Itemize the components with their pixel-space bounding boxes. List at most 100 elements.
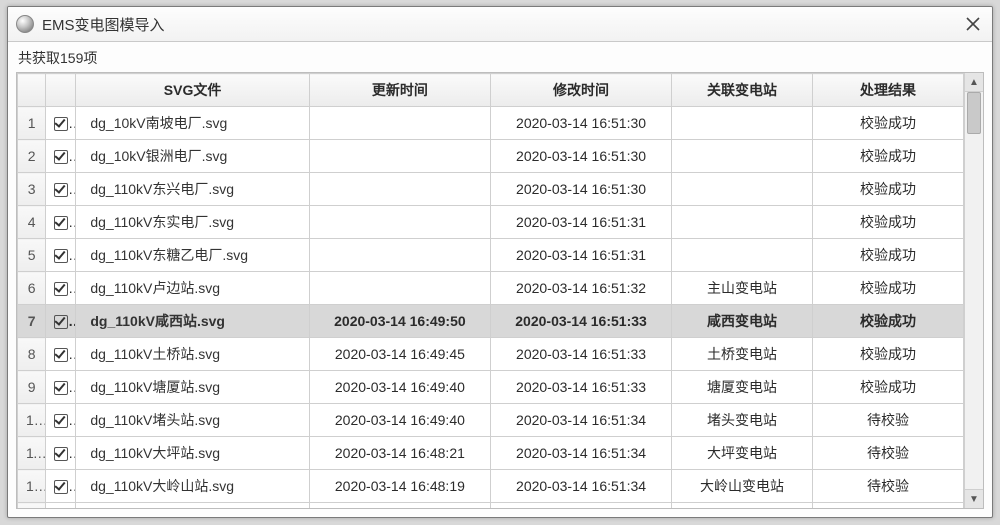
row-checkbox[interactable] [54,249,68,263]
table-row[interactable]: 6dg_110kV卢边站.svg2020-03-14 16:51:32主山变电站… [18,272,964,305]
table-row[interactable]: 4dg_110kV东实电厂.svg2020-03-14 16:51:31校验成功 [18,206,964,239]
table-row[interactable]: 2dg_10kV银洲电厂.svg2020-03-14 16:51:30校验成功 [18,140,964,173]
cell-result: 校验成功 [813,107,964,140]
cell-file: dg_10kV南坡电厂.svg [76,107,309,140]
table-row[interactable]: 12dg_110kV大岭山站.svg2020-03-14 16:48:19202… [18,470,964,503]
cell-modified: 2020-03-14 16:51:31 [490,206,671,239]
col-header-updated[interactable]: 更新时间 [309,74,490,107]
row-checkbox-cell [46,272,76,305]
scroll-thumb[interactable] [967,92,981,134]
cell-file: dg_110kV大窝站.svg [76,503,309,509]
row-checkbox-cell [46,503,76,509]
cell-modified: 2020-03-14 16:51:34 [490,437,671,470]
col-header-check[interactable] [46,74,76,107]
cell-file: dg_110kV塘厦站.svg [76,371,309,404]
titlebar: EMS变电图模导入 [8,7,992,42]
table-row[interactable]: 5dg_110kV东糖乙电厂.svg2020-03-14 16:51:31校验成… [18,239,964,272]
row-checkbox[interactable] [54,480,68,494]
cell-result [813,503,964,509]
col-header-file[interactable]: SVG文件 [76,74,309,107]
cell-station [672,239,813,272]
row-index: 13 [18,503,46,509]
cell-station: 咸西变电站 [672,305,813,338]
table-row[interactable]: 8dg_110kV土桥站.svg2020-03-14 16:49:452020-… [18,338,964,371]
cell-modified: 2020-03-14 16:51:30 [490,173,671,206]
row-index: 10 [18,404,46,437]
table-row[interactable]: 7dg_110kV咸西站.svg2020-03-14 16:49:502020-… [18,305,964,338]
cell-updated [309,173,490,206]
scroll-track[interactable] [965,92,983,489]
scroll-up-button[interactable]: ▲ [965,73,983,92]
col-header-modified[interactable]: 修改时间 [490,74,671,107]
header-row: SVG文件 更新时间 修改时间 关联变电站 处理结果 [18,74,964,107]
cell-updated [309,272,490,305]
data-grid[interactable]: SVG文件 更新时间 修改时间 关联变电站 处理结果 1 dg_10kV南坡电厂.… [17,73,964,508]
cell-modified: 2020-03-14 16:51:34 [490,470,671,503]
cell-updated: 2020-03-14 16:48:19 [309,470,490,503]
cell-modified: 2020-03-14 16:51:33 [490,338,671,371]
row-checkbox-cell [46,140,76,173]
row-checkbox[interactable] [54,216,68,230]
close-button[interactable] [960,11,986,37]
cell-result: 待校验 [813,437,964,470]
cell-result: 校验成功 [813,338,964,371]
col-header-index[interactable] [18,74,46,107]
row-index: 12 [18,470,46,503]
row-checkbox[interactable] [54,381,68,395]
col-header-result[interactable]: 处理结果 [813,74,964,107]
cell-result: 校验成功 [813,305,964,338]
row-index: 1 [18,107,46,140]
cell-modified: 2020-03-14 16:51:34 [490,404,671,437]
cell-result: 校验成功 [813,239,964,272]
row-checkbox-cell [46,404,76,437]
row-index: 4 [18,206,46,239]
cell-file: dg_110kV堵头站.svg [76,404,309,437]
cell-file: dg_10kV银洲电厂.svg [76,140,309,173]
row-checkbox-cell [46,206,76,239]
row-checkbox[interactable] [54,348,68,362]
cell-station [672,140,813,173]
row-checkbox-cell [46,107,76,140]
window-title: EMS变电图模导入 [42,14,165,35]
cell-modified: 2020-03-14 16:51:32 [490,272,671,305]
cell-result: 校验成功 [813,371,964,404]
row-checkbox-cell [46,371,76,404]
scroll-down-button[interactable]: ▼ [965,489,983,508]
table-row[interactable]: 9dg_110kV塘厦站.svg2020-03-14 16:49:402020-… [18,371,964,404]
data-table: SVG文件 更新时间 修改时间 关联变电站 处理结果 1 dg_10kV南坡电厂.… [17,73,964,508]
row-checkbox[interactable] [54,150,68,164]
table-row[interactable]: 13dg_110kV大窝站.svg2020-03-14 16:48:212020… [18,503,964,509]
cell-file: dg_110kV东实电厂.svg [76,206,309,239]
vertical-scrollbar[interactable]: ▲ ▼ [964,73,983,508]
cell-updated: 2020-03-14 16:49:50 [309,305,490,338]
row-checkbox[interactable] [54,117,68,131]
cell-file: dg_110kV东兴电厂.svg [76,173,309,206]
cell-station: 大岭山变电站 [672,470,813,503]
row-checkbox[interactable] [54,447,68,461]
cell-updated [309,140,490,173]
row-checkbox[interactable] [54,315,68,329]
cell-updated [309,107,490,140]
row-checkbox[interactable] [54,282,68,296]
row-checkbox[interactable] [54,414,68,428]
col-header-station[interactable]: 关联变电站 [672,74,813,107]
cell-station: 土桥变电站 [672,338,813,371]
cell-station: 大坪变电站 [672,437,813,470]
cell-updated: 2020-03-14 16:48:21 [309,437,490,470]
table-row[interactable]: 1dg_10kV南坡电厂.svg2020-03-14 16:51:30校验成功 [18,107,964,140]
cell-file: dg_110kV土桥站.svg [76,338,309,371]
row-checkbox-cell [46,470,76,503]
cell-updated [309,206,490,239]
close-icon [966,17,980,31]
cell-updated: 2020-03-14 16:49:45 [309,338,490,371]
row-index: 5 [18,239,46,272]
table-row[interactable]: 10dg_110kV堵头站.svg2020-03-14 16:49:402020… [18,404,964,437]
row-index: 9 [18,371,46,404]
table-row[interactable]: 11dg_110kV大坪站.svg2020-03-14 16:48:212020… [18,437,964,470]
cell-result: 待校验 [813,470,964,503]
cell-modified: 2020-03-14 16:51:31 [490,239,671,272]
table-row[interactable]: 3dg_110kV东兴电厂.svg2020-03-14 16:51:30校验成功 [18,173,964,206]
row-checkbox[interactable] [54,183,68,197]
summary-text: 共获取159项 [8,42,992,72]
cell-modified: 2020-03-14 16:51:34 [490,503,671,509]
